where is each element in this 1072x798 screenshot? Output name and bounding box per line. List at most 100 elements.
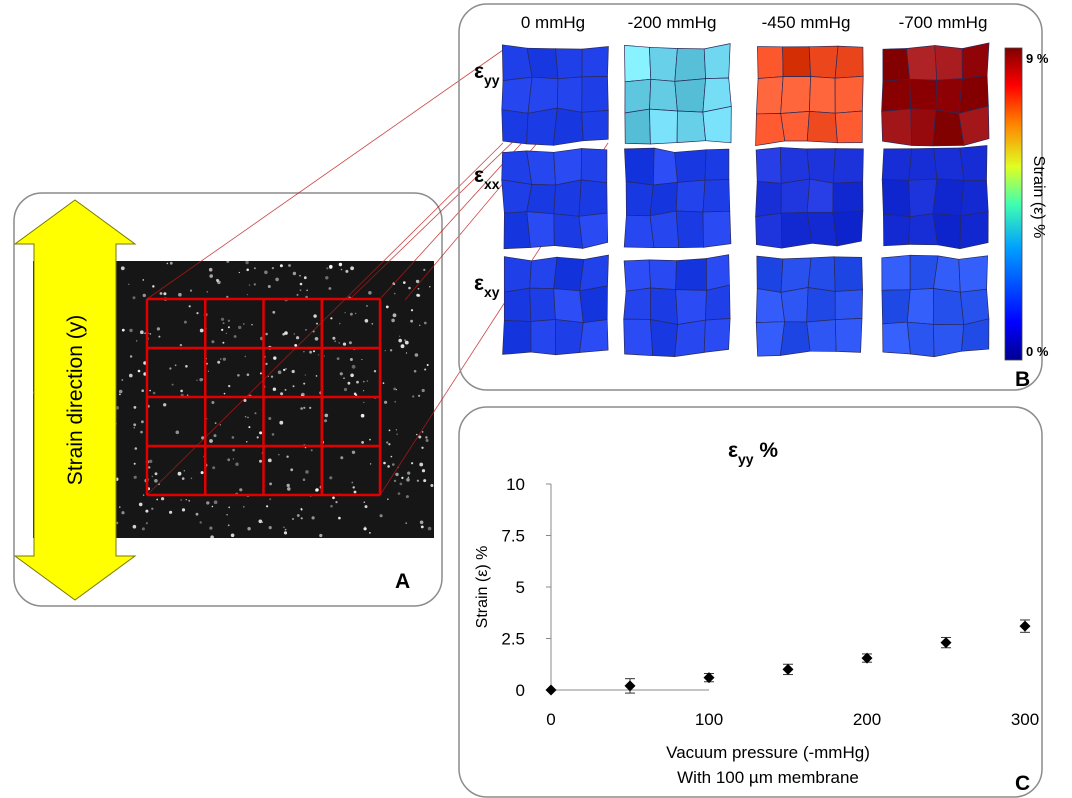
speckle <box>133 427 135 429</box>
speckle <box>323 355 325 357</box>
speckle <box>364 526 366 528</box>
speckle <box>302 478 306 482</box>
speckle <box>315 375 318 377</box>
speckle <box>283 368 286 372</box>
speckle <box>303 406 306 409</box>
speckle <box>269 498 272 501</box>
speckle <box>185 365 188 368</box>
speckle <box>161 497 165 501</box>
panel-c: εyy % 010020030040050060070002.557.510 S… <box>458 406 1043 798</box>
speckle <box>408 286 411 290</box>
speckle <box>430 484 434 487</box>
speckle <box>129 355 133 358</box>
speckle <box>199 378 203 382</box>
speckle <box>259 459 262 463</box>
y-tick-label: 5 <box>516 578 525 597</box>
strain-map-cell <box>526 150 556 186</box>
speckle <box>413 369 417 373</box>
speckle <box>248 284 251 286</box>
speckle <box>267 458 272 463</box>
row-subscript: xy <box>484 284 500 300</box>
strain-map-cell <box>833 256 863 292</box>
speckle <box>426 364 429 366</box>
speckle <box>166 262 169 265</box>
strain-map-cell <box>832 148 864 184</box>
strain-map-cell <box>780 287 809 323</box>
speckle <box>310 449 313 452</box>
speckle <box>141 389 144 393</box>
speckle <box>352 486 355 489</box>
strain-map-cell <box>909 78 938 111</box>
speckle <box>286 455 289 458</box>
speckle <box>232 458 234 460</box>
strain-map-cell <box>834 45 864 79</box>
speckle <box>417 287 420 290</box>
speckle <box>253 283 256 286</box>
speckle <box>175 430 180 435</box>
speckle <box>343 377 345 379</box>
speckle <box>348 341 352 345</box>
speckle <box>404 340 409 345</box>
speckle <box>415 279 420 284</box>
speckle <box>133 475 137 479</box>
row-symbol: ε <box>474 60 484 83</box>
strain-map-cell <box>703 43 731 79</box>
speckle <box>344 312 346 314</box>
speckle <box>356 380 359 384</box>
strain-map-cell <box>959 210 989 250</box>
speckle <box>211 505 214 508</box>
speckle <box>138 502 143 507</box>
speckle <box>303 276 307 280</box>
speckle <box>142 293 146 298</box>
speckle <box>338 516 341 520</box>
speckle <box>299 289 302 292</box>
speckle <box>293 333 296 335</box>
speckle <box>129 373 133 378</box>
strain-map-cell <box>780 211 813 249</box>
speckle <box>190 477 193 480</box>
row-label-yy: εyy <box>474 60 500 88</box>
strain-map-cell <box>530 319 557 356</box>
speckle <box>136 340 138 342</box>
strain-map-cell <box>959 145 988 181</box>
data-point-diamond <box>703 672 715 684</box>
strain-map-cell <box>934 45 963 81</box>
chart-title: εyy % <box>728 439 778 467</box>
strain-map-cell <box>675 258 707 291</box>
speckle <box>181 508 186 512</box>
speckle <box>318 354 320 356</box>
strain-map-cell <box>529 256 558 289</box>
speckle <box>209 439 213 443</box>
strain-map-cell <box>649 210 680 249</box>
speckle <box>363 501 366 504</box>
strain-map-cell <box>881 289 911 325</box>
speckle <box>316 322 318 325</box>
speckle <box>406 478 410 482</box>
strain-map-cell <box>958 255 988 293</box>
speckle <box>226 295 229 299</box>
colorbar-label: Strain (ε) % <box>1030 156 1047 239</box>
speckle <box>213 434 217 438</box>
connector-line <box>146 142 504 496</box>
strain-map-cell <box>834 75 864 114</box>
strain-map-cell <box>526 47 559 80</box>
speckle <box>207 370 209 372</box>
speckle <box>233 335 237 338</box>
speckle <box>328 287 332 290</box>
strain-map-cell <box>834 318 863 353</box>
speckle <box>199 521 202 524</box>
speckle <box>247 527 251 531</box>
speckle <box>291 369 295 374</box>
speckle <box>256 436 259 439</box>
strain-map-cell <box>581 46 609 78</box>
speckle <box>243 399 247 402</box>
row-subscript: xx <box>484 176 500 192</box>
speckle <box>391 318 395 323</box>
speckle <box>171 383 174 386</box>
strain-map-cell <box>580 148 608 184</box>
data-point-diamond <box>1019 620 1031 632</box>
speckle <box>416 293 420 297</box>
speckle <box>220 317 225 321</box>
speckle <box>156 498 159 501</box>
speckle <box>299 274 301 277</box>
